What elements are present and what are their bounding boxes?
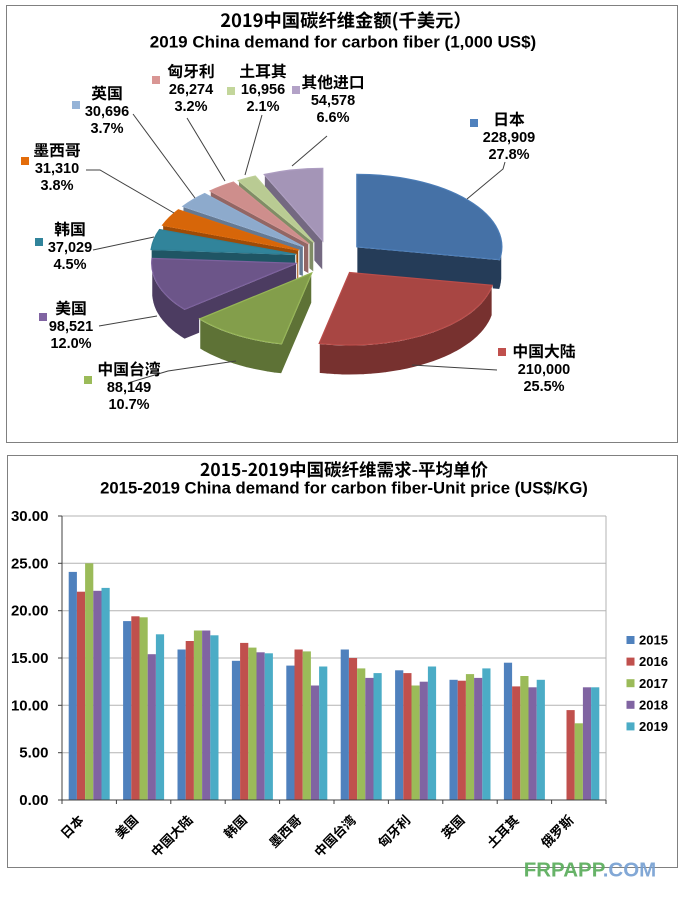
svg-text:54,578: 54,578 — [311, 93, 355, 109]
svg-text:3.8%: 3.8% — [40, 178, 73, 194]
svg-text:98,521: 98,521 — [49, 319, 93, 335]
svg-text:37,029: 37,029 — [48, 240, 92, 256]
svg-text:2019: 2019 — [639, 719, 668, 734]
svg-text:15.00: 15.00 — [11, 650, 49, 667]
svg-text:2019 China demand for carbon f: 2019 China demand for carbon fiber (1,00… — [150, 33, 536, 52]
svg-text:25.5%: 25.5% — [523, 379, 564, 395]
svg-text:2017: 2017 — [639, 676, 668, 691]
svg-text:20.00: 20.00 — [11, 603, 49, 620]
svg-text:FRPAPP.COM: FRPAPP.COM — [524, 859, 657, 882]
svg-text:2.1%: 2.1% — [246, 99, 279, 115]
svg-text:4.5%: 4.5% — [53, 257, 86, 273]
svg-text:27.8%: 27.8% — [488, 147, 529, 163]
svg-text:3.2%: 3.2% — [174, 99, 207, 115]
svg-text:10.7%: 10.7% — [108, 397, 149, 413]
svg-text:2015: 2015 — [639, 633, 668, 648]
svg-text:25.00: 25.00 — [11, 555, 49, 572]
svg-text:2018: 2018 — [639, 697, 668, 712]
svg-text:31,310: 31,310 — [35, 161, 79, 177]
svg-text:5.00: 5.00 — [19, 745, 48, 762]
svg-text:30.00: 30.00 — [11, 508, 49, 525]
svg-text:30,696: 30,696 — [85, 104, 129, 120]
svg-text:2015-2019 China demand for car: 2015-2019 China demand for carbon fiber-… — [100, 479, 588, 498]
svg-text:0.00: 0.00 — [19, 792, 48, 809]
svg-text:6.6%: 6.6% — [316, 110, 349, 126]
svg-text:3.7%: 3.7% — [90, 121, 123, 137]
svg-text:210,000: 210,000 — [518, 362, 570, 378]
svg-text:10.00: 10.00 — [11, 697, 49, 714]
svg-text:88,149: 88,149 — [107, 380, 151, 396]
svg-text:26,274: 26,274 — [169, 82, 213, 98]
svg-text:2016: 2016 — [639, 654, 668, 669]
svg-text:12.0%: 12.0% — [50, 336, 91, 352]
svg-text:16,956: 16,956 — [241, 82, 285, 98]
svg-text:228,909: 228,909 — [483, 130, 535, 146]
